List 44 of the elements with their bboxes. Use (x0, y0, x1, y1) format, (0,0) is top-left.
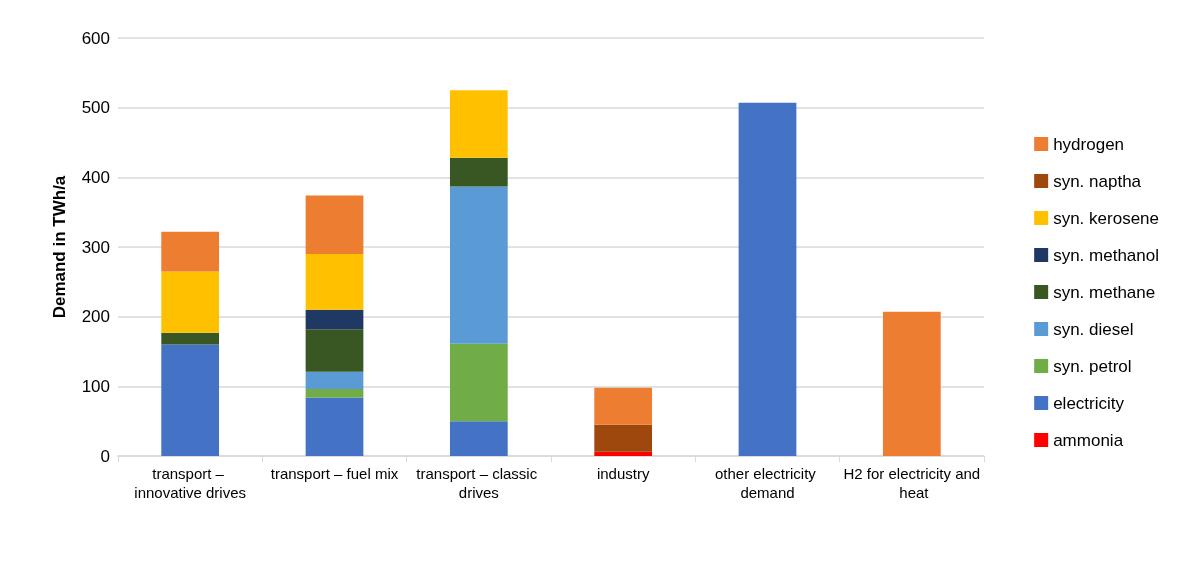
y-tick-label: 0 (100, 446, 110, 466)
x-tick-label: transport – innovative drives (134, 465, 247, 501)
bar (161, 344, 220, 456)
bar (449, 343, 508, 422)
bar (594, 451, 653, 456)
bar (161, 332, 220, 345)
bar (161, 231, 220, 272)
bar (161, 271, 220, 333)
legend-label: hydrogen (1053, 134, 1125, 154)
y-tick-label: 200 (81, 307, 110, 327)
x-tick-label: transport – classic drives (416, 465, 542, 501)
bar (449, 186, 508, 344)
y-tick-label: 400 (81, 167, 110, 187)
y-tick-label: 100 (81, 376, 110, 396)
bar (882, 311, 941, 456)
legend-label: syn. methane (1053, 282, 1156, 302)
bar (594, 387, 653, 425)
legend-label: electricity (1053, 393, 1125, 413)
x-tick-label: other electricity demand (714, 465, 821, 501)
x-tick-label: industry (596, 465, 650, 482)
x-tick-label: H2 for electricity and heat (843, 465, 981, 501)
bar (305, 253, 364, 310)
x-tick-label: transport – fuel mix (270, 465, 399, 482)
bar (594, 424, 653, 452)
bar (449, 90, 508, 158)
legend-label: syn. diesel (1053, 319, 1134, 339)
y-tick-label: 600 (81, 28, 110, 48)
bar (449, 421, 508, 456)
legend-label: syn. kerosene (1053, 208, 1160, 228)
legend-label: syn. petrol (1053, 356, 1132, 376)
bar (449, 157, 508, 187)
legend-label: syn. methanol (1053, 245, 1160, 265)
legend-label: ammonia (1053, 430, 1124, 450)
y-tick-label: 500 (81, 98, 110, 118)
bar (305, 309, 364, 330)
bar (305, 397, 364, 456)
bar (305, 329, 364, 372)
bar (738, 102, 797, 456)
bar (305, 371, 364, 390)
y-tick-label: 300 (81, 237, 110, 257)
y-axis-title: Demand in TWh/a (50, 175, 69, 319)
legend-label: syn. naptha (1053, 171, 1142, 191)
bar (305, 195, 364, 254)
bar (305, 389, 364, 398)
